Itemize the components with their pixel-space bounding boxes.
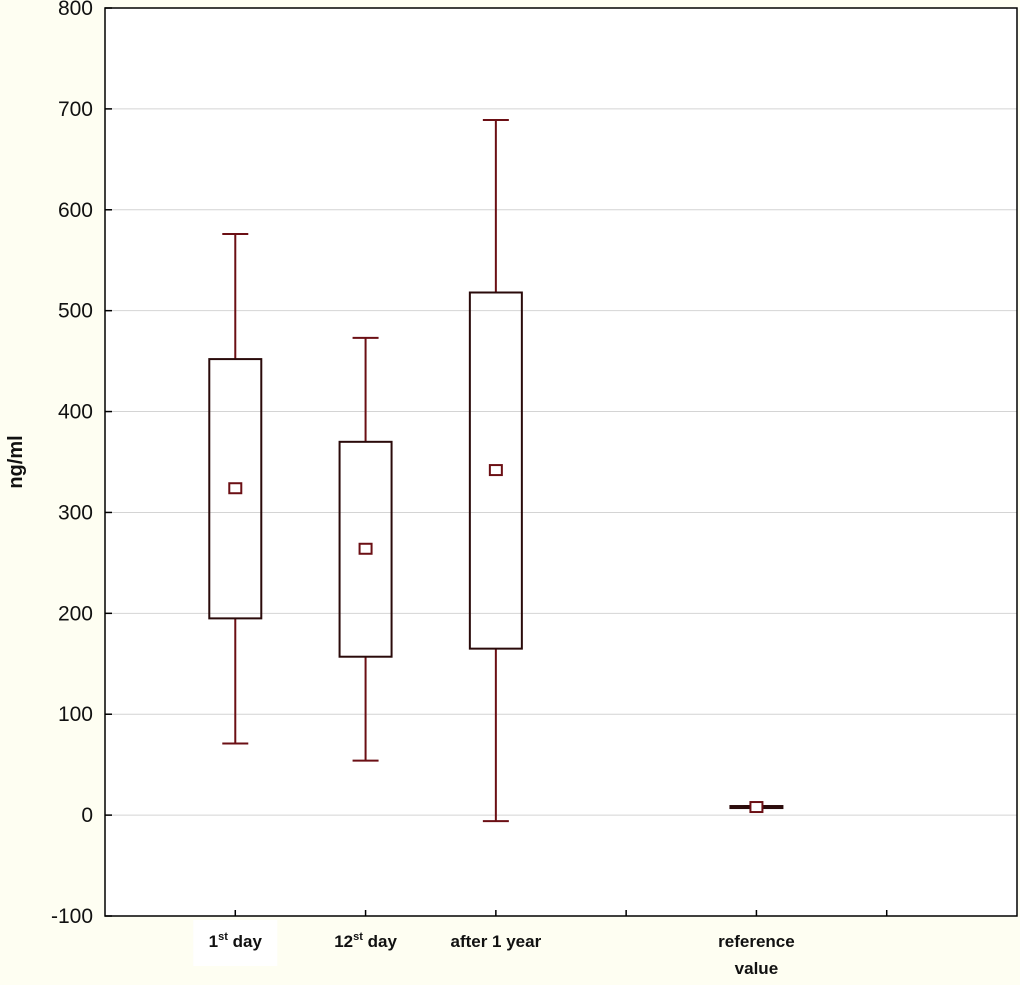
plot-frame (104, 7, 1018, 917)
mean-marker (749, 801, 764, 814)
y-tick-label: 600 (58, 199, 93, 222)
y-tick-label: 400 (58, 401, 93, 424)
y-axis-label: ng/ml (5, 435, 27, 488)
box-body (208, 358, 263, 620)
mean-marker (358, 542, 373, 555)
y-tick-label: 100 (58, 703, 93, 726)
box-body (338, 440, 393, 658)
gridlines (105, 108, 1017, 816)
y-tick-label: 500 (58, 300, 93, 323)
y-tick-label: 800 (58, 0, 93, 20)
x-label-highlight (193, 920, 278, 966)
y-axis: -100 0 100 200 300 400 500 600 700 800 (51, 0, 112, 928)
x-axis: 1st day 12st day after 1 year reference valu… (193, 910, 888, 978)
x-tick-label: after 1 year (450, 932, 541, 951)
box-body (468, 291, 523, 650)
y-tick-label: 300 (58, 501, 93, 524)
x-tick-label: 1st day (209, 931, 263, 951)
box-series (208, 118, 784, 823)
y-tick-label: 200 (58, 602, 93, 625)
plot-background (105, 8, 1017, 916)
y-tick-label: 700 (58, 98, 93, 121)
x-tick-label-line2: value (735, 959, 778, 978)
mean-marker (228, 482, 243, 495)
y-tick-label: 0 (81, 804, 93, 827)
mean-marker (488, 464, 503, 477)
y-tick-label: -100 (51, 905, 93, 928)
x-tick-label: 12st day (334, 931, 397, 951)
x-tick-label: reference (718, 932, 795, 951)
